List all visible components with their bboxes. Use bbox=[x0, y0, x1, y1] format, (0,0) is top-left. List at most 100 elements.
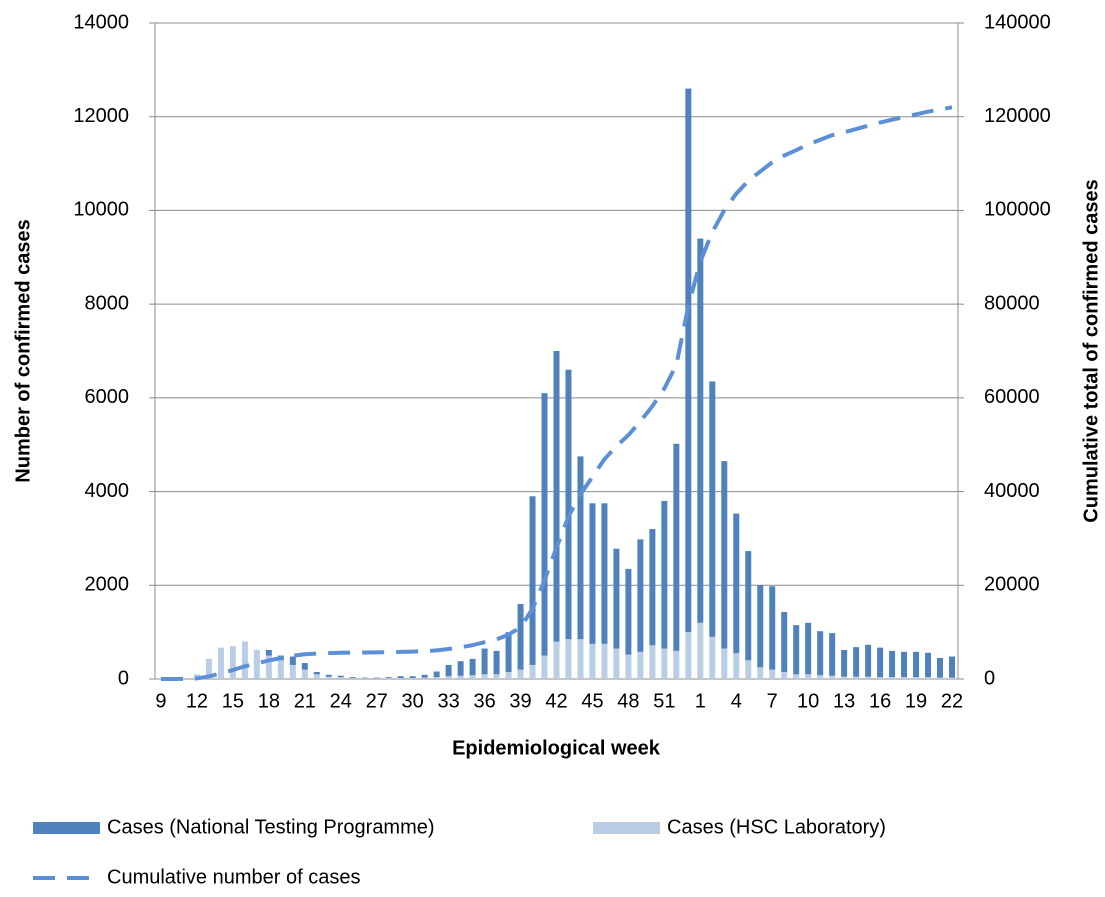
bar bbox=[505, 632, 512, 672]
bar bbox=[361, 677, 368, 679]
bar bbox=[925, 677, 932, 679]
y-tick-label: 2000 bbox=[85, 574, 130, 596]
x-tick-label: 1 bbox=[695, 690, 706, 712]
bar bbox=[733, 653, 740, 679]
bar bbox=[241, 641, 248, 679]
bar bbox=[661, 500, 668, 649]
bar bbox=[349, 678, 356, 679]
x-tick-label: 30 bbox=[402, 690, 424, 712]
bar bbox=[445, 676, 452, 679]
y-tick-label: 14000 bbox=[73, 11, 129, 33]
bar bbox=[421, 677, 428, 679]
bar bbox=[265, 655, 272, 679]
y2-tick-label: 40000 bbox=[984, 480, 1040, 502]
x-tick-label: 27 bbox=[366, 690, 388, 712]
x-tick-label: 51 bbox=[653, 690, 675, 712]
legend-label: Cases (National Testing Programme) bbox=[107, 816, 435, 838]
y-tick-label: 6000 bbox=[85, 386, 130, 408]
bar bbox=[721, 648, 728, 679]
bar bbox=[781, 611, 788, 672]
bar bbox=[529, 496, 536, 665]
x-tick-label: 13 bbox=[833, 690, 855, 712]
bar bbox=[553, 641, 560, 679]
bar bbox=[217, 647, 224, 679]
bar bbox=[769, 586, 776, 670]
bar bbox=[517, 604, 524, 670]
y-tick-label: 0 bbox=[118, 667, 129, 689]
bar bbox=[409, 678, 416, 679]
bar bbox=[589, 503, 596, 644]
bar bbox=[937, 657, 944, 678]
y-tick-label: 4000 bbox=[85, 480, 130, 502]
bar bbox=[817, 631, 824, 676]
bar bbox=[829, 675, 836, 679]
bar bbox=[289, 656, 296, 665]
x-tick-label: 45 bbox=[581, 690, 603, 712]
bar bbox=[625, 568, 632, 655]
bar bbox=[913, 651, 920, 678]
x-tick-label: 24 bbox=[330, 690, 352, 712]
bar bbox=[337, 677, 344, 679]
bar bbox=[925, 652, 932, 678]
bar bbox=[937, 677, 944, 679]
bar bbox=[397, 678, 404, 679]
bar bbox=[817, 675, 824, 679]
bar bbox=[841, 676, 848, 679]
bar bbox=[253, 649, 260, 679]
bar bbox=[805, 674, 812, 679]
bar bbox=[637, 651, 644, 679]
bar bbox=[949, 677, 956, 679]
bar bbox=[457, 661, 464, 676]
cumulative-line bbox=[160, 105, 953, 681]
bar bbox=[601, 643, 608, 679]
bar bbox=[709, 381, 716, 637]
bar bbox=[877, 677, 884, 679]
x-tick-label: 12 bbox=[186, 690, 208, 712]
bar bbox=[781, 671, 788, 679]
x-tick-label: 10 bbox=[797, 690, 819, 712]
bar bbox=[301, 663, 308, 670]
bar bbox=[289, 664, 296, 679]
bar bbox=[229, 646, 236, 679]
bar bbox=[685, 632, 692, 679]
x-tick-label: 42 bbox=[545, 690, 567, 712]
x-tick-label: 33 bbox=[438, 690, 460, 712]
bar bbox=[301, 669, 308, 679]
bar bbox=[757, 667, 764, 679]
bar bbox=[601, 503, 608, 644]
bar bbox=[397, 676, 404, 679]
bar bbox=[745, 551, 752, 661]
x-tick-label: 4 bbox=[731, 690, 742, 712]
bar bbox=[865, 644, 872, 677]
bar bbox=[673, 443, 680, 651]
bar bbox=[181, 678, 188, 679]
bar bbox=[493, 650, 500, 675]
bar bbox=[613, 548, 620, 649]
bar bbox=[565, 369, 572, 640]
legend-label: Cumulative number of cases bbox=[107, 866, 360, 888]
bar bbox=[649, 645, 656, 679]
legend-label: Cases (HSC Laboratory) bbox=[667, 816, 886, 838]
bar bbox=[913, 677, 920, 679]
x-tick-label: 39 bbox=[509, 690, 531, 712]
bar bbox=[889, 677, 896, 679]
bar bbox=[517, 669, 524, 679]
bar bbox=[649, 529, 656, 646]
x-tick-label: 19 bbox=[905, 690, 927, 712]
bar bbox=[361, 678, 368, 679]
bar bbox=[433, 677, 440, 679]
y2-tick-label: 120000 bbox=[984, 105, 1051, 127]
bar bbox=[769, 669, 776, 679]
bar bbox=[325, 676, 332, 679]
bar bbox=[877, 647, 884, 678]
y-axis-title: Number of confirmed cases bbox=[12, 219, 34, 482]
bar bbox=[565, 639, 572, 679]
bar bbox=[433, 671, 440, 678]
bar bbox=[469, 658, 476, 676]
y-tick-label: 12000 bbox=[73, 105, 129, 127]
bar bbox=[445, 664, 452, 677]
bar bbox=[745, 660, 752, 679]
bar bbox=[625, 654, 632, 679]
bar bbox=[421, 674, 428, 678]
bar bbox=[637, 539, 644, 652]
